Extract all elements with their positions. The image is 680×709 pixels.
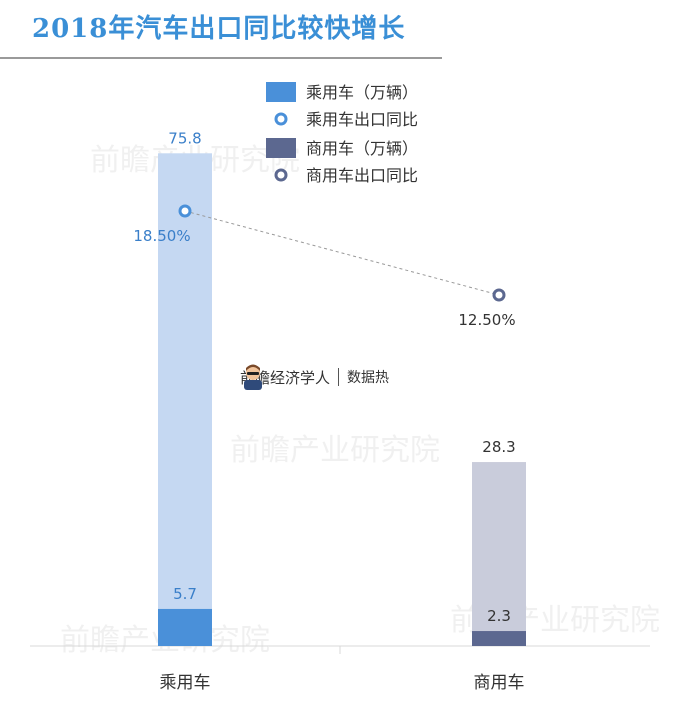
bar-commercial-total xyxy=(472,462,526,646)
bar-label-commercial-export: 2.3 xyxy=(487,607,511,625)
ratio-point-passenger xyxy=(178,204,192,218)
legend: 乘用车（万辆） 乘用车出口同比 商用车（万辆） 商用车出口同比 xyxy=(266,82,418,185)
ratio-label-passenger: 18.50% xyxy=(133,227,190,245)
avatar-icon xyxy=(244,364,262,390)
bar-label-passenger-export: 5.7 xyxy=(173,585,197,603)
legend-label-commercial-ratio: 商用车出口同比 xyxy=(306,166,418,185)
ratio-connector-line xyxy=(184,210,500,296)
brand-subtitle: 数据热 xyxy=(347,370,390,386)
legend-label-passenger-bar: 乘用车（万辆） xyxy=(306,83,418,102)
legend-swatch-passenger-bar xyxy=(266,82,296,102)
chart-title: 2018年汽车出口同比较快增长 xyxy=(32,14,406,44)
ratio-point-commercial xyxy=(492,288,506,302)
bar-label-passenger-total: 75.8 xyxy=(168,129,201,147)
brand-badge: 前瞻经济学人 数据热 xyxy=(240,362,389,392)
legend-marker-passenger-ratio xyxy=(274,112,288,126)
brand-separator xyxy=(338,368,340,386)
x-tick-label-commercial: 商用车 xyxy=(474,673,525,693)
watermark-text-2: 前瞻产业研究院 xyxy=(230,433,440,468)
x-tick-label-passenger: 乘用车 xyxy=(160,673,211,693)
bar-commercial-export xyxy=(472,631,526,646)
title-underline xyxy=(0,57,442,59)
legend-label-passenger-ratio: 乘用车出口同比 xyxy=(306,110,418,129)
watermark-group: 前瞻产业研究院 前瞻产业研究院 前瞻产业研究院 前瞻产业研究院 xyxy=(60,143,660,658)
legend-marker-commercial-ratio xyxy=(274,168,288,182)
bar-passenger-export xyxy=(158,608,212,646)
legend-label-commercial-bar: 商用车（万辆） xyxy=(306,139,418,158)
legend-swatch-commercial-bar xyxy=(266,138,296,158)
brand-name: 前瞻经济学人 xyxy=(240,368,331,387)
ratio-label-commercial: 12.50% xyxy=(458,311,515,329)
bar-label-commercial-total: 28.3 xyxy=(482,438,515,456)
bar-passenger-total xyxy=(158,153,212,647)
